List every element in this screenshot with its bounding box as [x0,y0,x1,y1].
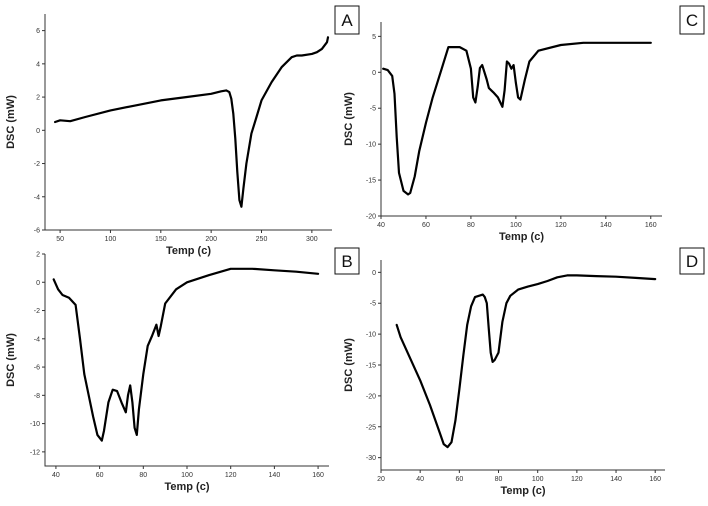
y-tick-label: -2 [34,308,40,315]
y-tick-label: -4 [34,336,40,343]
y-tick-label: 0 [36,128,40,135]
x-tick-label: 150 [155,236,167,243]
x-tick-label: 40 [377,222,385,229]
y-tick-label: 6 [36,28,40,35]
x-tick-label: 250 [256,236,268,243]
x-tick-label: 60 [96,472,104,479]
y-tick-label: -20 [366,214,376,221]
panel-letter-box [334,5,360,35]
y-tick-label: -15 [366,363,376,370]
y-tick-label: -25 [366,424,376,431]
x-tick-label: 160 [312,472,324,479]
y-tick-label: -6 [34,228,40,235]
x-tick-label: 20 [377,476,385,483]
y-tick-label: 0 [36,280,40,287]
y-axis-title: DSC (mW) [5,95,17,149]
y-tick-label: 2 [36,95,40,102]
x-tick-label: 100 [105,236,117,243]
y-tick-label: -5 [370,106,376,113]
dsc-curve-a [54,36,330,208]
y-tick-label: -6 [34,365,40,372]
x-tick-label: 200 [205,236,217,243]
y-tick-label: -15 [366,178,376,185]
x-tick-label: 100 [510,222,522,229]
dsc-curve-b [52,267,320,442]
x-tick-label: 120 [225,472,237,479]
x-tick-label: 40 [52,472,60,479]
x-axis-title: Temp (c) [164,481,209,493]
panel-letter: B [341,252,352,271]
x-axis-title: Temp (c) [499,231,544,243]
y-tick-label: -10 [30,421,40,428]
dsc-curve-d [395,274,657,449]
y-tick-label: -8 [34,393,40,400]
x-tick-label: 60 [455,476,463,483]
x-tick-label: 80 [467,222,475,229]
panel-letter-box [679,5,705,35]
panel-letter-box [334,247,360,275]
panel-letter: D [686,252,698,271]
panel-letter-box [679,247,705,275]
x-tick-label: 160 [649,476,661,483]
x-axis-title: Temp (c) [166,245,211,257]
y-axis-title: DSC (mW) [343,338,355,392]
y-tick-label: 0 [372,270,376,277]
x-tick-label: 160 [645,222,657,229]
y-tick-label: -30 [366,455,376,462]
panel-c: -20 -15 -10 -5 0 5 40 60 80 100 120 140 160 Temp (c) D… [343,5,705,243]
x-tick-label: 140 [269,472,281,479]
y-tick-label: 4 [36,61,40,68]
x-tick-label: 120 [571,476,583,483]
x-tick-label: 80 [139,472,147,479]
y-axis-title: DSC (mW) [343,92,355,146]
panel-a: -6 -4 -2 0 2 4 6 50 100 150 200 250 300 Temp (c) DSC (… [5,5,360,257]
x-tick-label: 120 [555,222,567,229]
x-tick-label: 300 [306,236,318,243]
dsc-curve-c [382,41,652,196]
panel-letter: A [341,11,353,30]
x-tick-label: 100 [181,472,193,479]
y-tick-label: -4 [34,194,40,201]
y-tick-label: 0 [372,70,376,77]
panel-d: -30 -25 -20 -15 -10 -5 0 20 40 60 80 100 120 140 160 Te… [343,247,705,497]
x-tick-label: 100 [532,476,544,483]
y-tick-label: -12 [30,449,40,456]
x-tick-label: 140 [600,222,612,229]
axes-b [44,254,329,467]
x-tick-label: 40 [416,476,424,483]
panel-b: -12 -10 -8 -6 -4 -2 0 2 40 60 80 100 120 140 160 Temp (… [5,247,360,493]
x-tick-label: 140 [610,476,622,483]
y-tick-label: 2 [36,252,40,259]
y-tick-label: -5 [370,301,376,308]
y-tick-label: 5 [372,34,376,41]
y-tick-label: -2 [34,161,40,168]
y-tick-label: -20 [366,393,376,400]
x-axis-title: Temp (c) [500,485,545,497]
y-axis-title: DSC (mW) [5,333,17,387]
y-tick-label: -10 [366,142,376,149]
panel-letter: C [686,11,698,30]
x-tick-label: 60 [422,222,430,229]
x-tick-label: 80 [495,476,503,483]
y-tick-label: -10 [366,332,376,339]
x-tick-label: 50 [56,236,64,243]
